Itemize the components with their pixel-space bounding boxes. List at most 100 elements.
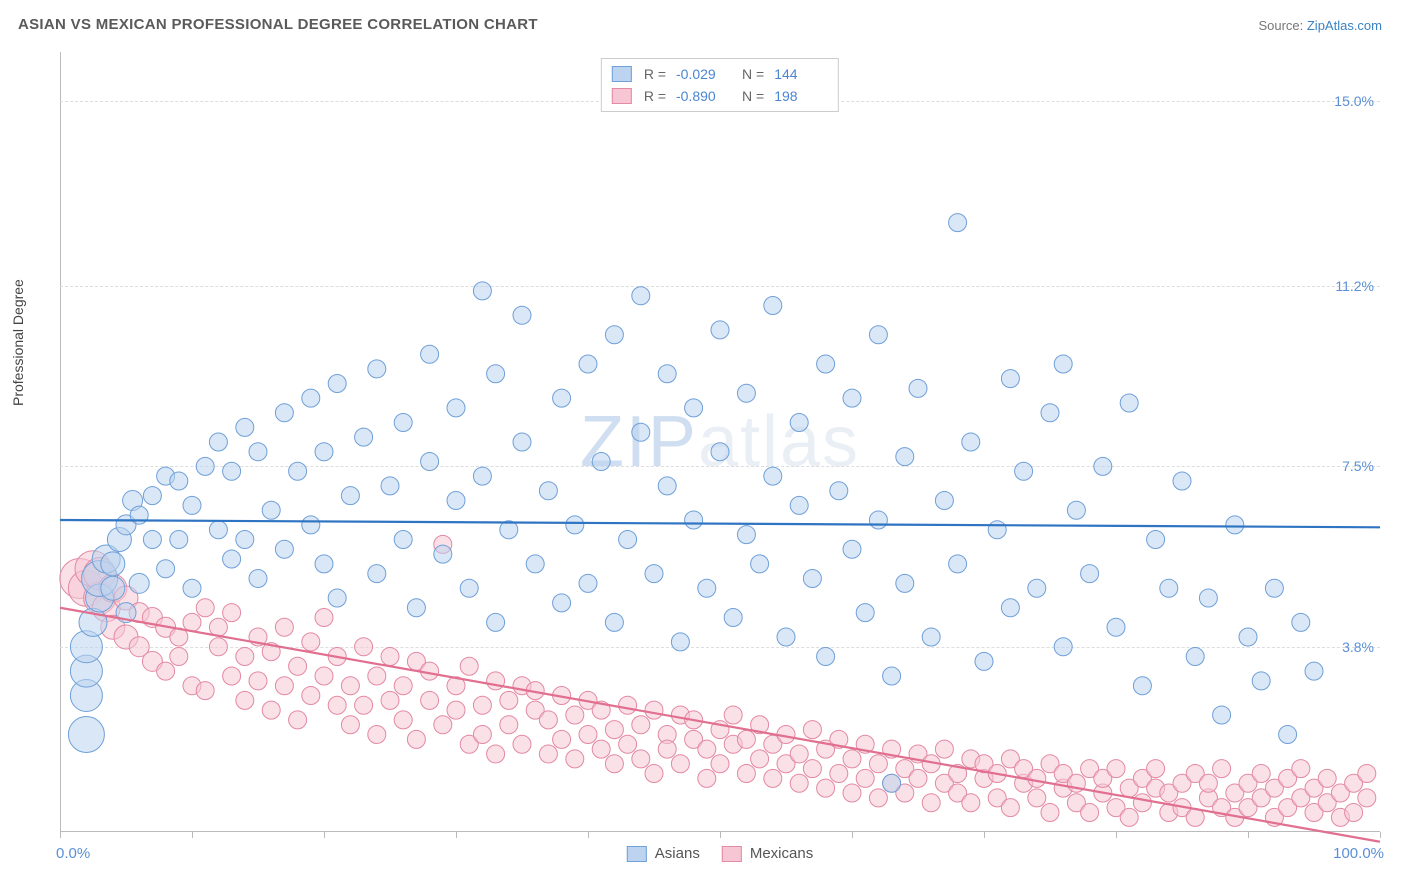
point-mexicans <box>843 784 861 802</box>
legend-item-mexicans: Mexicans <box>722 845 813 862</box>
point-asians <box>1107 618 1125 636</box>
r-value-asians: -0.029 <box>676 63 730 85</box>
point-asians <box>434 545 452 563</box>
point-mexicans <box>909 769 927 787</box>
point-asians <box>579 355 597 373</box>
point-asians <box>447 399 465 417</box>
point-asians <box>1041 404 1059 422</box>
point-asians <box>632 287 650 305</box>
point-asians <box>315 555 333 573</box>
point-mexicans <box>1358 789 1376 807</box>
point-mexicans <box>1318 769 1336 787</box>
r-value-mexicans: -0.890 <box>676 85 730 107</box>
point-mexicans <box>275 677 293 695</box>
point-mexicans <box>1358 765 1376 783</box>
point-asians <box>869 326 887 344</box>
point-asians <box>1133 677 1151 695</box>
point-mexicans <box>249 672 267 690</box>
point-asians <box>896 448 914 466</box>
point-asians <box>605 613 623 631</box>
point-asians <box>1213 706 1231 724</box>
legend-label-asians: Asians <box>655 845 700 862</box>
x-tick <box>192 832 193 838</box>
point-asians <box>869 511 887 529</box>
point-asians <box>751 555 769 573</box>
point-mexicans <box>803 721 821 739</box>
point-mexicans <box>1147 760 1165 778</box>
point-asians <box>1226 516 1244 534</box>
point-asians <box>157 560 175 578</box>
point-asians <box>1054 355 1072 373</box>
source-link[interactable]: ZipAtlas.com <box>1307 18 1382 33</box>
point-mexicans <box>619 735 637 753</box>
x-tick <box>1380 832 1381 838</box>
point-asians <box>487 613 505 631</box>
regression-asians <box>60 520 1380 527</box>
point-asians <box>129 573 149 593</box>
point-asians <box>394 414 412 432</box>
point-asians <box>170 531 188 549</box>
point-asians <box>101 552 125 576</box>
point-mexicans <box>421 691 439 709</box>
point-mexicans <box>592 740 610 758</box>
point-asians <box>315 443 333 461</box>
point-asians <box>988 521 1006 539</box>
point-asians <box>553 594 571 612</box>
point-mexicans <box>790 745 808 763</box>
point-mexicans <box>434 716 452 734</box>
point-asians <box>170 472 188 490</box>
point-mexicans <box>605 755 623 773</box>
point-asians <box>817 648 835 666</box>
point-asians <box>724 609 742 627</box>
point-mexicans <box>711 755 729 773</box>
point-asians <box>1265 579 1283 597</box>
point-mexicans <box>262 701 280 719</box>
point-mexicans <box>737 765 755 783</box>
point-mexicans <box>922 794 940 812</box>
point-asians <box>209 521 227 539</box>
point-mexicans <box>368 667 386 685</box>
y-axis-label: Professional Degree <box>10 279 26 406</box>
point-mexicans <box>394 677 412 695</box>
point-asians <box>1001 370 1019 388</box>
point-mexicans <box>355 696 373 714</box>
point-asians <box>711 443 729 461</box>
point-mexicans <box>830 765 848 783</box>
point-asians <box>1279 726 1297 744</box>
point-asians <box>355 428 373 446</box>
n-label: N = <box>742 85 764 107</box>
point-asians <box>381 477 399 495</box>
point-mexicans <box>223 604 241 622</box>
point-asians <box>671 633 689 651</box>
point-asians <box>183 496 201 514</box>
point-mexicans <box>605 721 623 739</box>
point-asians <box>101 576 125 600</box>
point-asians <box>513 433 531 451</box>
point-asians <box>394 531 412 549</box>
swatch-mexicans-icon <box>722 846 742 862</box>
point-asians <box>407 599 425 617</box>
point-asians <box>368 565 386 583</box>
point-asians <box>1186 648 1204 666</box>
point-asians <box>302 389 320 407</box>
point-mexicans <box>1213 760 1231 778</box>
point-asians <box>487 365 505 383</box>
point-mexicans <box>447 701 465 719</box>
point-mexicans <box>790 774 808 792</box>
point-mexicans <box>869 789 887 807</box>
point-mexicans <box>1133 794 1151 812</box>
point-mexicans <box>751 750 769 768</box>
point-mexicans <box>289 711 307 729</box>
point-asians <box>619 531 637 549</box>
r-label: R = <box>644 63 666 85</box>
point-asians <box>645 565 663 583</box>
point-mexicans <box>1028 769 1046 787</box>
point-asians <box>236 531 254 549</box>
point-mexicans <box>473 726 491 744</box>
point-asians <box>183 579 201 597</box>
point-mexicans <box>1081 804 1099 822</box>
point-asians <box>685 511 703 529</box>
point-mexicans <box>1345 804 1363 822</box>
point-asians <box>935 492 953 510</box>
point-mexicans <box>394 711 412 729</box>
